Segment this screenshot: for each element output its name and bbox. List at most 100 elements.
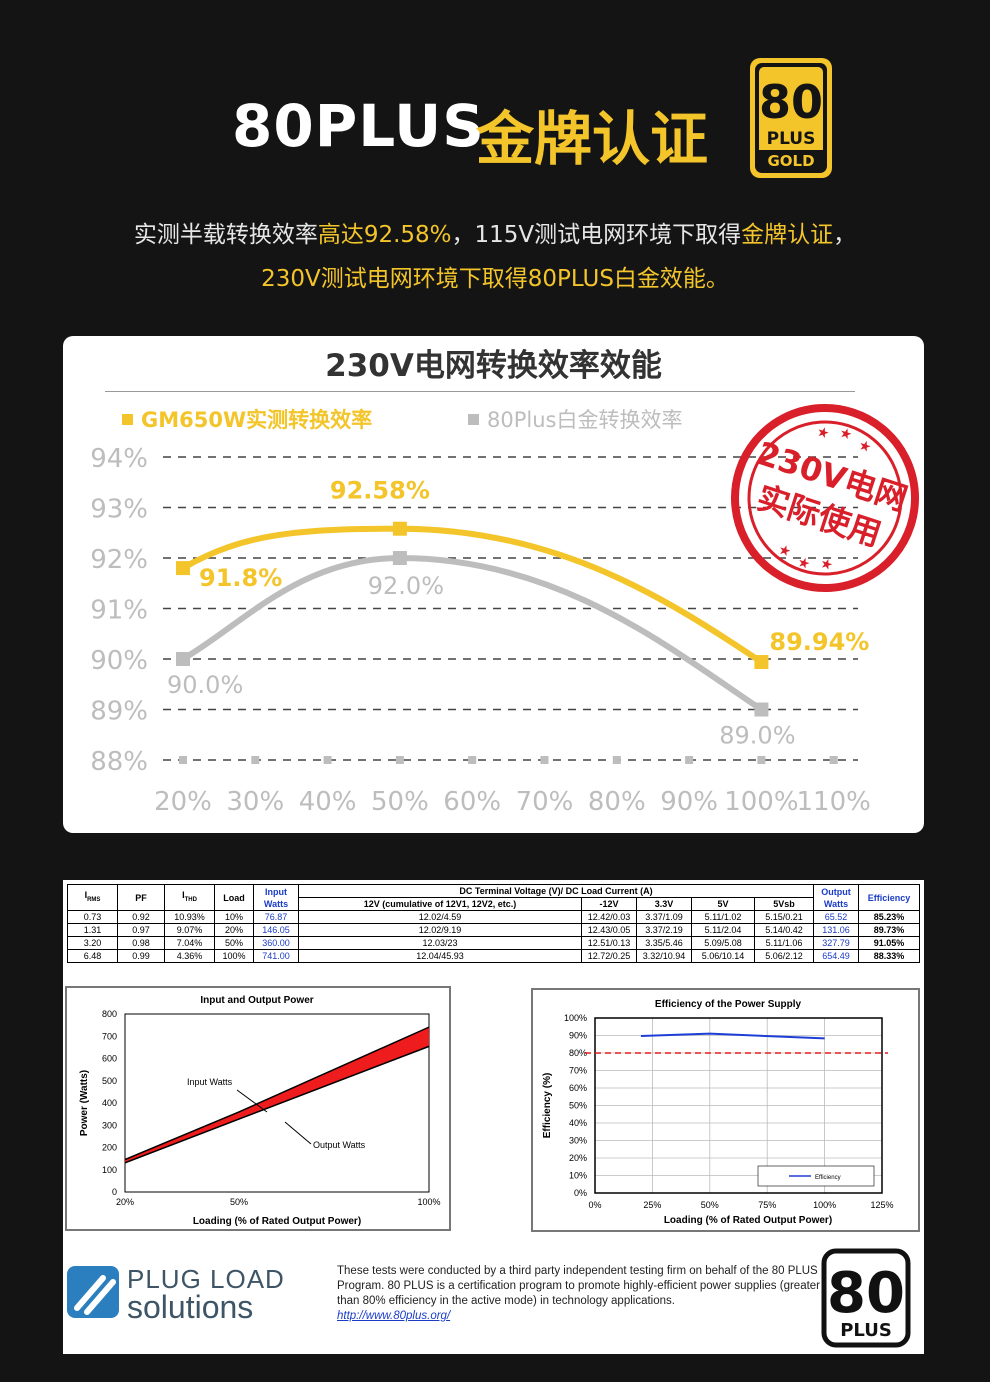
table-cell: 0.73 [67, 910, 118, 924]
efficiency-mini-y-tick: 30% [569, 1136, 587, 1146]
legend-label-measured: GM650W实测转换效率 [141, 408, 373, 432]
power-plot-border [124, 1013, 430, 1193]
subtitle-text-c: ，115V测试电网环境下取得 [451, 222, 742, 248]
x-tick-label: 30% [226, 787, 284, 817]
efficiency-chart-plot: 88% 89% 90% 91% 92% 93% 94% 20% 30% 40% 50% 60% 70% 8… [90, 404, 919, 817]
80plus-logo-icon: 80 PLUS [821, 1248, 911, 1348]
table-cell: 12.72/0.25 [581, 949, 637, 963]
x-tick-label: 110% [797, 787, 871, 817]
th-dc-voltage: DC Terminal Voltage (V)/ DC Load Current… [298, 884, 814, 898]
badge-top-text: 80 [759, 75, 823, 129]
measured-series-data-label: 92.58% [330, 477, 430, 505]
input-watts-arrow [236, 1089, 268, 1113]
platinum-series-point [176, 652, 190, 666]
x-tick-label: 90% [660, 787, 718, 817]
table-cell: 5.11/2.04 [691, 923, 755, 937]
platinum-series-point [754, 702, 769, 717]
table-cell: 5.14/0.42 [754, 923, 814, 937]
subtitle-highlight-gold: 金牌认证 [741, 222, 834, 248]
table-cell: 9.07% [164, 923, 215, 937]
th-12v: 12V (cumulative of 12V1, 12V2, etc.) [298, 897, 582, 911]
efficiency-mini-x-label: Loading (% of Rated Output Power) [664, 1215, 832, 1226]
power-x-tick: 100% [417, 1197, 440, 1207]
table-cell: 85.23% [858, 910, 920, 924]
chart-title: 230V电网转换效率效能 [325, 348, 662, 384]
platinum-series-data-label: 90.0% [167, 671, 243, 699]
y-tick-label: 90% [90, 646, 148, 676]
hero-title: 80PLUS 金牌认证 [0, 92, 990, 173]
measured-series-data-label: 89.94% [769, 628, 869, 656]
subtitle-text-e: ， [833, 222, 857, 248]
power-chart-title: Input and Output Power [200, 995, 313, 1006]
table-cell: 5.09/5.08 [691, 936, 755, 950]
table-cell: 20% [214, 923, 254, 937]
power-y-tick: 300 [102, 1120, 117, 1130]
table-cell: 146.05 [253, 923, 299, 937]
table-cell: 89.73% [858, 923, 920, 937]
table-cell: 65.52 [813, 910, 859, 924]
x-tick-marker [251, 756, 260, 764]
efficiency-mini-chart-plot: Efficiency of the Power Supply 0% 10% 20% 30… [542, 999, 894, 1226]
legend-swatch-measured [122, 413, 133, 425]
efficiency-mini-y-tick: 90% [569, 1031, 587, 1041]
subtitle-line-2: 230V测试电网环境下取得80PLUS白金效能。 [261, 266, 729, 292]
table-cell: 7.04% [164, 936, 215, 950]
x-tick-marker [540, 756, 549, 764]
stamp-star-icon: ★ [814, 424, 831, 443]
test-results-table: IRMS PF ITHD Load Input Watts DC Termina… [67, 884, 920, 963]
efficiency-mini-legend-label: Efficiency [815, 1175, 841, 1181]
table-row: 3.20 0.98 7.04% 50% 360.00 12.03/23 12.51/0.13… [67, 936, 920, 950]
table-cell: 0.99 [117, 949, 165, 963]
table-cell: 12.03/23 [298, 936, 582, 950]
efficiency-mini-title: Efficiency of the Power Supply [655, 999, 802, 1010]
table-row: 6.48 0.99 4.36% 100% 741.00 12.04/45.93 12.72/… [67, 949, 920, 963]
footer-disclaimer-text: These tests were conducted by a third pa… [337, 1265, 821, 1307]
x-tick-marker [323, 756, 332, 764]
stamp-star-icon: ★ [795, 554, 812, 573]
x-tick-marker [829, 756, 838, 764]
hero-title-gold: 金牌认证 [476, 105, 709, 173]
power-y-tick: 700 [102, 1031, 117, 1041]
platinum-series-line [180, 554, 765, 713]
y-tick-label: 92% [90, 545, 148, 575]
footer-link[interactable]: http://www.80plus.org/ [337, 1310, 451, 1322]
x-tick-marker [612, 756, 621, 764]
table-cell: 5.11/1.02 [691, 910, 755, 924]
efficiency-chart-card: 230V电网转换效率效能 GM650W实测转换效率 80Plus白金转换效率 8… [63, 336, 924, 833]
efficiency-mini-y-tick: 80% [569, 1048, 587, 1058]
power-y-tick: 500 [102, 1076, 117, 1086]
logo-line-2: solutions [127, 1289, 253, 1324]
table-cell: 100% [214, 949, 254, 963]
measured-series-point [754, 655, 769, 670]
platinum-series-point [392, 551, 407, 565]
x-tick-marker [468, 756, 477, 764]
table-cell: 0.98 [117, 936, 165, 950]
table-cell: 741.00 [253, 949, 299, 963]
table-cell: 5.06/10.14 [691, 949, 755, 963]
y-tick-label: 91% [90, 596, 148, 626]
efficiency-mini-x-tick: 125% [870, 1200, 893, 1210]
table-cell: 91.05% [858, 936, 920, 950]
stamp-inner-ring [747, 420, 903, 576]
power-x-label: Loading (% of Rated Output Power) [193, 1216, 361, 1227]
platinum-series-data-label: 89.0% [719, 722, 795, 750]
subtitle-highlight-efficiency: 高达92.58% [317, 222, 452, 248]
measured-series-data-label: 91.8% [199, 564, 282, 592]
table-cell: 12.02/9.19 [298, 923, 582, 937]
efficiency-mini-y-tick: 70% [569, 1066, 587, 1076]
table-cell: 76.87 [253, 910, 299, 924]
table-cell: 12.42/0.03 [581, 910, 637, 924]
chart-title-divider [105, 391, 855, 392]
hero-title-white: 80PLUS [232, 92, 485, 160]
efficiency-mini-y-tick: 40% [569, 1118, 587, 1128]
y-tick-label: 88% [90, 747, 148, 777]
th-output-watts: Output Watts [813, 884, 859, 911]
x-tick-marker [179, 756, 187, 764]
efficiency-mini-y-tick: 10% [569, 1171, 587, 1181]
table-cell: 131.06 [813, 923, 859, 937]
output-watts-annotation: Output Watts [313, 1140, 366, 1150]
th-irms: IRMS [67, 884, 118, 911]
80plus-gold-badge-icon: 80 PLUS GOLD [750, 58, 832, 178]
output-watts-line [124, 1045, 430, 1164]
table-cell: 3.35/5.46 [636, 936, 692, 950]
